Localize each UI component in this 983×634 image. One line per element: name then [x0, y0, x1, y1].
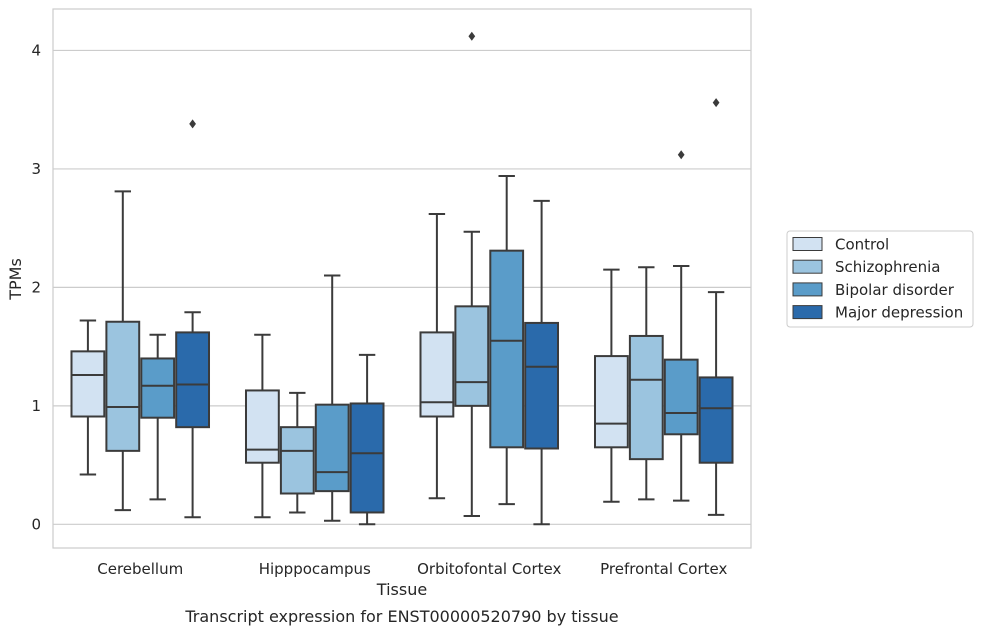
box-bipolar-disorder — [314, 274, 350, 522]
legend-swatch — [792, 305, 823, 320]
box-iqr — [175, 331, 211, 429]
box-iqr — [524, 321, 560, 450]
box-iqr — [663, 358, 699, 436]
box-iqr — [105, 320, 141, 452]
box-schizophrenia — [454, 31, 490, 518]
legend-swatch — [792, 282, 823, 297]
box-bipolar-disorder — [663, 150, 699, 502]
box-iqr — [419, 331, 455, 418]
box-control — [70, 319, 106, 476]
y-tick-label: 4 — [31, 41, 41, 59]
box-control — [419, 212, 455, 500]
box-iqr — [314, 403, 350, 493]
box-major-depression — [349, 353, 385, 526]
x-axis-label: Tissue — [376, 580, 427, 599]
outlier-point — [712, 98, 720, 108]
y-axis-ticks: 0 1 2 3 4 — [31, 41, 41, 533]
box-control — [593, 268, 629, 503]
box-schizophrenia — [105, 190, 141, 512]
x-tick-label: Cerebellum — [97, 560, 183, 578]
box-control — [244, 333, 280, 519]
plot-frame — [52, 8, 752, 549]
legend-label: Control — [835, 236, 889, 254]
box-plot-area — [70, 31, 734, 526]
y-tick-label: 3 — [31, 160, 41, 178]
box-schizophrenia — [279, 391, 315, 514]
x-axis-ticks: Cerebellum Hipppocampus Orbitofontal Corte… — [97, 560, 727, 578]
chart-caption: Transcript expression for ENST0000052079… — [184, 607, 618, 626]
box-iqr — [698, 376, 734, 464]
x-tick-label: Prefrontal Cortex — [600, 560, 727, 578]
box-major-depression — [175, 119, 211, 519]
legend-swatch — [792, 259, 823, 274]
box-schizophrenia — [628, 266, 664, 501]
box-major-depression — [524, 199, 560, 526]
y-axis-label: TPMs — [6, 258, 25, 301]
legend-label: Major depression — [835, 304, 963, 322]
box-iqr — [454, 305, 490, 407]
box-iqr — [140, 357, 176, 419]
x-tick-label: Orbitofontal Cortex — [417, 560, 561, 578]
box-iqr — [279, 426, 315, 495]
outlier-point — [468, 31, 476, 41]
legend-label: Bipolar disorder — [835, 281, 955, 299]
outlier-point — [677, 150, 685, 160]
box-major-depression — [698, 98, 734, 516]
box-iqr — [593, 355, 629, 449]
y-tick-label: 1 — [31, 397, 41, 415]
box-iqr — [244, 389, 280, 464]
y-tick-label: 0 — [31, 515, 41, 533]
legend: Control Schizophrenia Bipolar disorder Majo… — [786, 230, 974, 328]
box-bipolar-disorder — [489, 175, 525, 506]
legend-swatch — [792, 237, 823, 251]
box-iqr — [349, 402, 385, 514]
box-iqr — [489, 249, 525, 449]
box-iqr — [70, 350, 106, 418]
y-tick-label: 2 — [31, 278, 41, 296]
box-iqr — [628, 334, 664, 461]
outlier-point — [189, 119, 196, 129]
legend-label: Schizophrenia — [835, 258, 940, 276]
legend-frame — [786, 230, 974, 328]
x-tick-label: Hipppocampus — [259, 560, 371, 578]
box-bipolar-disorder — [140, 333, 176, 501]
